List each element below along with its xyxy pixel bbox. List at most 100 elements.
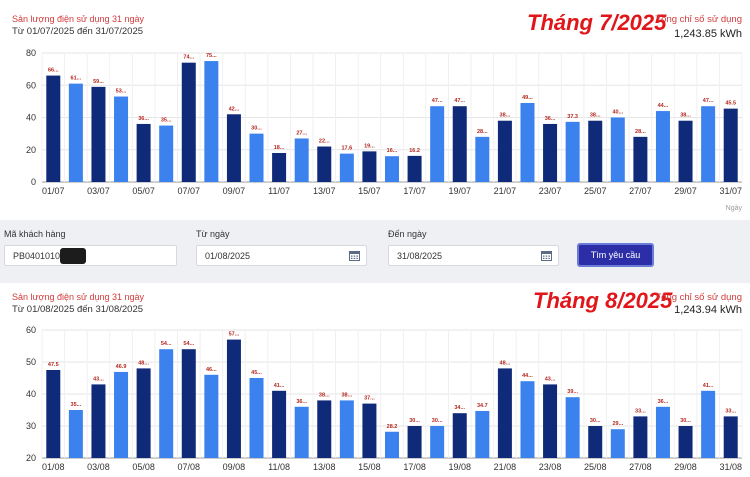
bar <box>249 378 264 458</box>
bar <box>249 133 264 182</box>
calendar-icon[interactable] <box>541 250 552 261</box>
data-label: 49... <box>522 95 533 101</box>
data-label: 16.2 <box>409 148 420 154</box>
total-usage-label: Tổng chỉ số sử dụng <box>655 292 742 303</box>
data-label: 30... <box>590 418 601 424</box>
customer-code-input[interactable]: PB04010109 <box>4 245 177 266</box>
data-label: 46.9 <box>116 364 127 370</box>
data-label: 38... <box>590 113 601 119</box>
bar <box>452 413 467 458</box>
bar <box>181 62 196 182</box>
x-tick-label: 07/07 <box>178 186 201 196</box>
to-date-value: 31/08/2025 <box>397 251 443 261</box>
data-label: 30... <box>409 418 420 424</box>
data-label: 47.5 <box>48 362 59 368</box>
data-label: 18... <box>274 145 285 151</box>
x-tick-label: 09/08 <box>223 462 246 472</box>
bar <box>701 390 716 458</box>
search-request-button[interactable]: Tìm yêu cầu <box>577 243 654 267</box>
data-label: 38... <box>341 392 352 398</box>
bar <box>610 117 625 182</box>
data-label: 38... <box>500 113 511 119</box>
bar <box>701 106 716 182</box>
x-tick-label: 29/07 <box>674 186 697 196</box>
data-label: 57... <box>229 332 240 338</box>
bar <box>339 400 354 458</box>
y-tick-label: 30 <box>26 421 36 431</box>
bar <box>543 384 558 458</box>
data-label: 43... <box>93 376 104 382</box>
x-tick-label: 03/07 <box>87 186 110 196</box>
bar <box>407 426 422 458</box>
y-tick-label: 20 <box>26 145 36 155</box>
bar <box>475 136 490 182</box>
data-label: 29... <box>612 421 623 427</box>
bar <box>317 146 332 182</box>
bar <box>226 114 241 182</box>
data-label: 38... <box>319 392 330 398</box>
bar <box>407 155 422 182</box>
bar <box>520 381 535 458</box>
data-label: 30... <box>251 126 262 132</box>
bar <box>362 403 377 458</box>
x-tick-label: 01/07 <box>42 186 65 196</box>
x-tick-label: 31/07 <box>719 186 742 196</box>
data-label: 75... <box>206 53 217 59</box>
bar <box>430 426 445 458</box>
august-bar-chart: 20 30 40 50 60 47.5 01/08 35... 43... 03/08 46.9 48… <box>26 325 743 472</box>
data-label: 27... <box>296 130 307 136</box>
to-date-label: Đến ngày <box>388 229 427 239</box>
data-label: 30... <box>680 418 691 424</box>
search-form: Mã khách hàng PB04010109 Từ ngày 01/08/2… <box>0 220 750 283</box>
july-chart-panel: Sản lượng điện sử dụng 31 ngày Từ 01/07/… <box>0 0 750 220</box>
x-tick-label: 31/08 <box>719 462 742 472</box>
data-label: 35... <box>71 402 82 408</box>
to-date-input[interactable]: 31/08/2025 <box>388 245 559 266</box>
bar <box>114 96 129 182</box>
y-tick-label: 0 <box>31 177 36 187</box>
total-usage-label: Tổng chỉ số sử dụng <box>655 14 742 25</box>
y-tick-label: 60 <box>26 80 36 90</box>
data-label: 61... <box>71 76 82 82</box>
bar <box>655 111 670 182</box>
data-label: 54... <box>161 341 172 347</box>
data-label: 48... <box>138 360 149 366</box>
data-label: 46... <box>206 367 217 373</box>
data-label: 37... <box>364 396 375 402</box>
calendar-icon[interactable] <box>349 250 360 261</box>
y-tick-label: 80 <box>26 48 36 58</box>
bar <box>136 123 151 182</box>
data-label: 36... <box>138 116 149 122</box>
bar <box>46 370 61 458</box>
bar <box>226 339 241 458</box>
bar <box>68 83 83 182</box>
x-tick-label: 13/07 <box>313 186 336 196</box>
data-label: 47... <box>703 98 714 104</box>
data-label: 34.7 <box>477 403 488 409</box>
month-title: Tháng 8/2025 <box>533 288 673 313</box>
bar <box>565 397 580 458</box>
data-label: 45.5 <box>725 101 736 107</box>
bar <box>317 400 332 458</box>
bar <box>497 120 512 182</box>
x-tick-label: 27/07 <box>629 186 652 196</box>
x-axis-label: Ngày <box>726 205 743 212</box>
data-label: 36... <box>545 116 556 122</box>
data-label: 36... <box>296 399 307 405</box>
data-label: 30... <box>432 418 443 424</box>
bar <box>678 426 693 458</box>
bar <box>633 136 648 182</box>
x-tick-label: 25/07 <box>584 186 607 196</box>
bar <box>588 426 603 458</box>
bar <box>159 125 174 182</box>
bar <box>588 120 603 182</box>
bar <box>723 108 738 182</box>
y-tick-label: 20 <box>26 453 36 463</box>
redaction-mark <box>60 248 86 264</box>
data-label: 53... <box>116 89 127 95</box>
x-tick-label: 05/07 <box>132 186 155 196</box>
data-label: 34... <box>454 405 465 411</box>
customer-code-value: PB04010109 <box>13 251 66 261</box>
bar <box>543 123 558 182</box>
from-date-input[interactable]: 01/08/2025 <box>196 245 367 266</box>
